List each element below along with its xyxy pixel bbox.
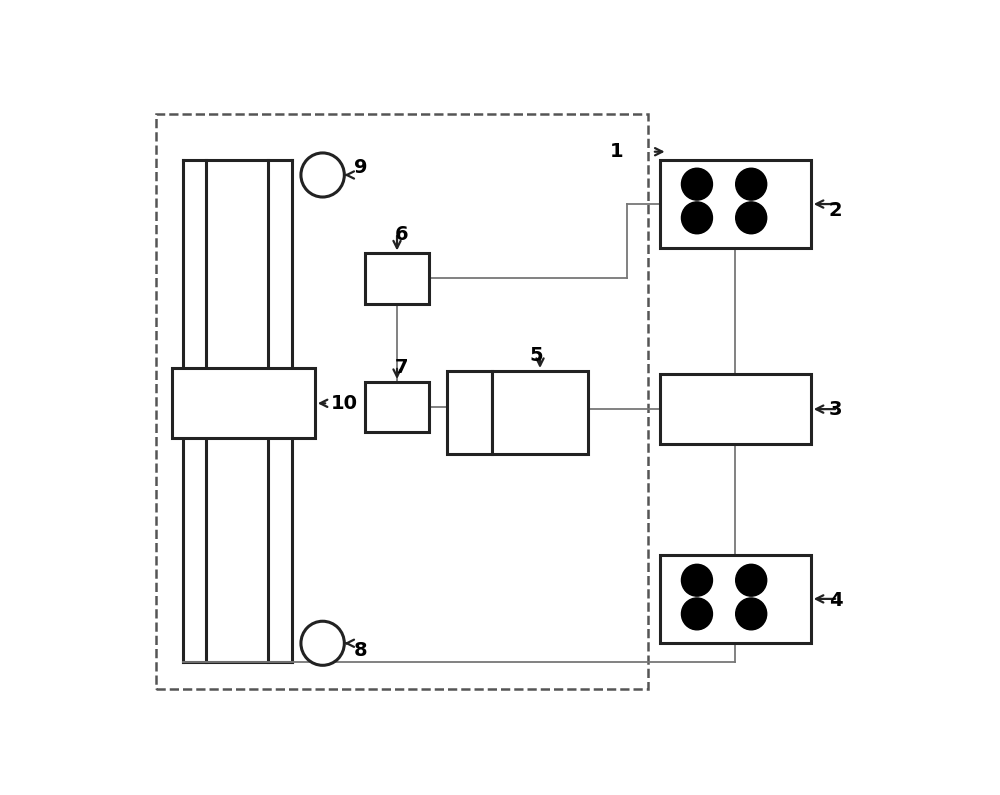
Text: 4: 4 (829, 591, 842, 610)
Bar (660, 160, 811, 248)
Text: 2: 2 (829, 201, 842, 220)
Text: 8: 8 (354, 641, 367, 660)
Ellipse shape (736, 202, 767, 234)
Bar (447, 370, 492, 453)
Text: 1: 1 (609, 142, 623, 161)
Ellipse shape (736, 598, 767, 630)
Ellipse shape (301, 621, 344, 665)
Text: 9: 9 (354, 158, 367, 177)
Text: 10: 10 (330, 394, 357, 413)
Ellipse shape (681, 564, 712, 596)
Bar (492, 370, 588, 453)
Ellipse shape (301, 153, 344, 197)
Ellipse shape (681, 169, 712, 200)
Text: 6: 6 (395, 226, 408, 245)
Bar (365, 382, 429, 432)
Text: 5: 5 (530, 346, 543, 365)
Bar (660, 374, 811, 444)
Ellipse shape (681, 598, 712, 630)
Bar (365, 254, 429, 304)
Bar (156, 114, 648, 689)
Ellipse shape (681, 202, 712, 234)
Ellipse shape (736, 564, 767, 596)
Ellipse shape (736, 169, 767, 200)
Bar (172, 368, 315, 438)
Text: 7: 7 (395, 359, 408, 378)
Bar (660, 555, 811, 643)
Text: 3: 3 (829, 400, 842, 419)
